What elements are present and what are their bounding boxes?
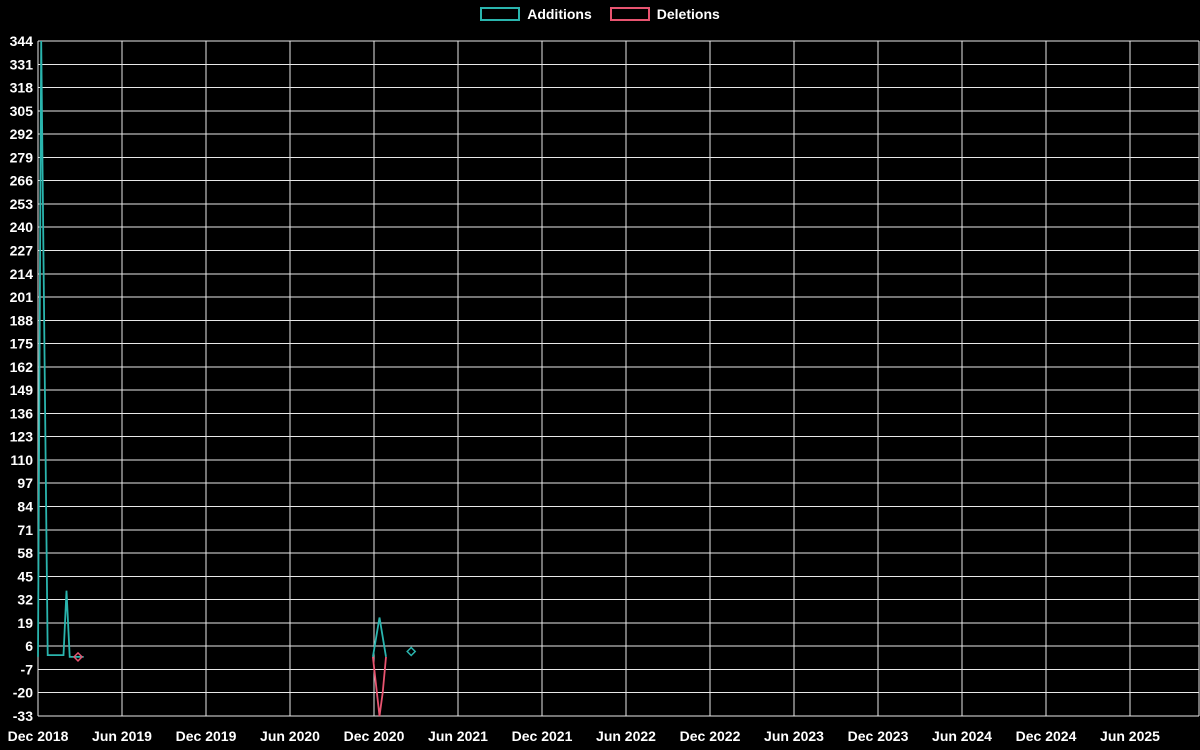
y-tick-label: 201 xyxy=(10,289,34,305)
y-tick-label: 188 xyxy=(10,312,34,328)
x-tick-label: Jun 2023 xyxy=(764,728,824,744)
additions-line xyxy=(372,617,387,658)
additions-legend-label: Additions xyxy=(527,6,592,22)
y-tick-label: 279 xyxy=(10,149,34,165)
chart-legend: Additions Deletions xyxy=(0,6,1200,22)
x-tick-label: Dec 2024 xyxy=(1016,728,1077,744)
y-tick-label: -33 xyxy=(13,708,33,724)
y-tick-label: 149 xyxy=(10,382,34,398)
deletions-legend-label: Deletions xyxy=(656,6,720,22)
y-tick-label: 305 xyxy=(10,103,34,119)
y-tick-label: 110 xyxy=(10,452,33,468)
gridlines xyxy=(37,40,1200,717)
x-tick-label: Dec 2021 xyxy=(512,728,573,744)
x-tick-label: Jun 2020 xyxy=(260,728,320,744)
y-tick-label: 292 xyxy=(10,126,34,142)
x-tick-label: Dec 2018 xyxy=(8,728,69,744)
deletions-line xyxy=(372,656,387,717)
y-tick-label: 240 xyxy=(10,219,34,235)
additions-swatch xyxy=(480,7,521,21)
deletions-point-marker xyxy=(72,651,84,662)
x-tick-label: Dec 2022 xyxy=(680,728,741,744)
y-tick-label: 318 xyxy=(10,80,34,96)
deletions-swatch xyxy=(609,7,650,21)
y-tick-label: 162 xyxy=(10,359,34,375)
y-tick-label: 266 xyxy=(10,173,34,189)
y-tick-label: 344 xyxy=(10,33,34,49)
y-tick-label: 331 xyxy=(10,56,34,72)
y-tick-label: 45 xyxy=(17,568,33,584)
x-tick-label: Dec 2023 xyxy=(848,728,909,744)
y-tick-label: 97 xyxy=(17,475,33,491)
y-tick-label: 214 xyxy=(10,266,34,282)
y-tick-label: 19 xyxy=(17,615,33,631)
legend-item-additions: Additions xyxy=(480,6,592,22)
x-tick-label: Jun 2019 xyxy=(92,728,152,744)
additions-line xyxy=(37,40,84,658)
additions-series xyxy=(37,40,417,658)
y-tick-label: 58 xyxy=(17,545,33,561)
x-tick-label: Jun 2022 xyxy=(596,728,656,744)
x-tick-label: Dec 2020 xyxy=(344,728,405,744)
additions-point-marker xyxy=(406,646,417,657)
y-tick-label: -20 xyxy=(13,685,33,701)
y-tick-label: 253 xyxy=(10,196,34,212)
deletions-series xyxy=(72,651,387,717)
y-tick-label: 6 xyxy=(25,638,33,654)
x-tick-label: Dec 2019 xyxy=(176,728,237,744)
x-tick-label: Jun 2021 xyxy=(428,728,488,744)
y-tick-label: -7 xyxy=(21,661,34,677)
legend-item-deletions: Deletions xyxy=(609,6,720,22)
y-tick-label: 123 xyxy=(10,429,34,445)
y-tick-label: 175 xyxy=(10,336,34,352)
y-tick-label: 227 xyxy=(10,243,34,259)
axis-tick-labels: 344 331 318 305 292 279 266 253 240 227 214 201 188 1… xyxy=(8,33,1161,744)
y-tick-label: 71 xyxy=(17,522,33,538)
y-tick-label: 32 xyxy=(17,592,33,608)
x-tick-label: Jun 2025 xyxy=(1100,728,1160,744)
x-tick-label: Jun 2024 xyxy=(932,728,992,744)
y-tick-label: 136 xyxy=(10,405,34,421)
y-tick-label: 84 xyxy=(17,499,33,515)
